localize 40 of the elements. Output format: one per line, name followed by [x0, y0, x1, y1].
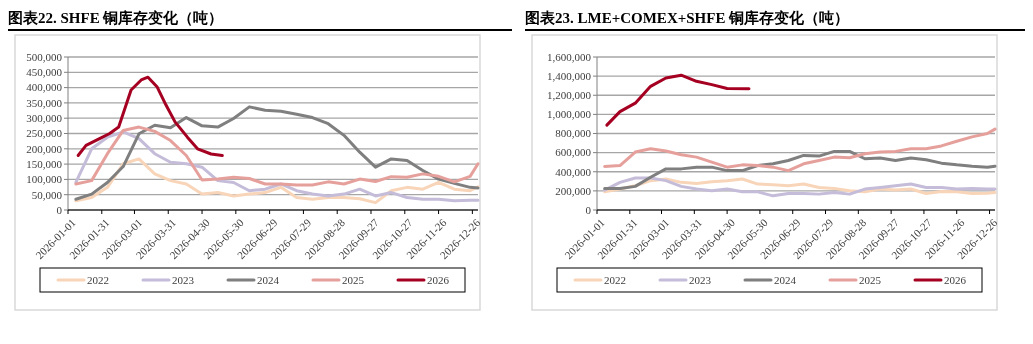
y-tick-label: 200,000 — [26, 142, 63, 155]
y-tick-label: 1,200,000 — [547, 89, 592, 102]
line-series — [603, 149, 997, 190]
legend-label: 2024 — [774, 273, 797, 286]
y-tick-label: 450,000 — [26, 66, 63, 79]
legend-label: 2026 — [427, 273, 450, 286]
y-tick-label: 600,000 — [555, 146, 592, 159]
y-tick-label: 350,000 — [26, 96, 63, 109]
legend-label: 2022 — [604, 273, 626, 286]
y-tick-label: 500,000 — [26, 50, 63, 63]
line-series — [76, 75, 224, 158]
y-tick-label: 300,000 — [26, 112, 63, 125]
y-tick-label: 150,000 — [26, 157, 63, 170]
y-tick-label: 1,400,000 — [547, 69, 592, 82]
legend-label: 2026 — [944, 273, 967, 286]
y-tick-label: 200,000 — [555, 184, 592, 197]
legend-label: 2024 — [257, 273, 280, 286]
y-tick-label: 0 — [56, 203, 63, 216]
legend-label: 2023 — [689, 273, 712, 286]
chart-title: 图表23. LME+COMEX+SHFE 铜库存变化（吨） — [525, 9, 850, 26]
line-series — [603, 127, 997, 173]
legend-label: 2023 — [172, 273, 195, 286]
y-tick-label: 800,000 — [555, 127, 592, 140]
line-series — [74, 157, 480, 205]
y-tick-label: 400,000 — [26, 81, 63, 94]
line-series — [605, 73, 751, 127]
y-tick-label: 50,000 — [31, 188, 63, 201]
line-series — [74, 125, 480, 187]
legend-label: 2025 — [342, 273, 365, 286]
chart-title: 图表22. SHFE 铜库存变化（吨） — [8, 9, 224, 26]
y-tick-label: 0 — [585, 203, 592, 216]
y-tick-label: 250,000 — [26, 127, 63, 140]
y-tick-label: 400,000 — [555, 165, 592, 178]
line-series — [74, 105, 480, 201]
line-series — [74, 130, 480, 203]
y-tick-label: 1,000,000 — [547, 108, 592, 121]
y-tick-label: 1,600,000 — [547, 50, 592, 63]
y-tick-label: 100,000 — [26, 173, 63, 186]
legend-label: 2022 — [87, 273, 109, 286]
legend-label: 2025 — [859, 273, 882, 286]
